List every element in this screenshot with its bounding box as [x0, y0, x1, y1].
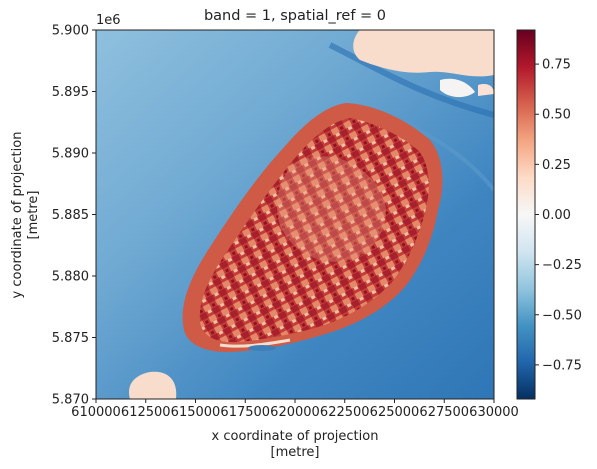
y-tick-label: 5.870: [52, 393, 89, 408]
x-tick-label: 615000: [171, 405, 221, 420]
heatmap-image: [96, 30, 494, 399]
y-axis-title: y coordinate of projection: [10, 132, 25, 299]
x-axis: 610000 612500 615000 617500 620000 622500 6250…: [71, 399, 519, 420]
y-tick-label: 5.890: [52, 147, 89, 162]
x-tick-label: 610000: [71, 405, 121, 420]
colorbar-tick-label: −0.50: [542, 308, 582, 323]
y-tick-label: 5.875: [52, 331, 89, 346]
x-tick-label: 622500: [320, 405, 370, 420]
y-tick-label: 5.885: [52, 208, 89, 223]
colorbar-tick-label: −0.75: [542, 358, 582, 373]
x-tick-label: 625000: [370, 405, 420, 420]
colorbar-tick-label: 0.75: [542, 58, 571, 73]
x-axis-title: x coordinate of projection: [212, 429, 379, 444]
chart-title: band = 1, spatial_ref = 0: [204, 8, 386, 24]
y-tick-label: 5.895: [52, 85, 89, 100]
y-axis: 5.870 5.875 5.880 5.885 5.890 5.895 5.900: [52, 24, 96, 408]
x-tick-label: 630000: [469, 405, 519, 420]
x-tick-label: 627500: [419, 405, 469, 420]
x-tick-label: 617500: [220, 405, 270, 420]
y-tick-label: 5.900: [52, 24, 89, 39]
colorbar-tick-label: 0.00: [542, 208, 571, 223]
colorbar-axis: 0.75 0.50 0.25 0.00 −0.25 −0.50 −0.75: [535, 58, 582, 373]
y-axis-unit: [metre]: [26, 191, 41, 240]
colorbar: [516, 29, 536, 400]
colorbar-tick-label: 0.25: [542, 158, 571, 173]
x-tick-label: 612500: [121, 405, 171, 420]
x-axis-unit: [metre]: [271, 445, 320, 460]
y-offset-label: 1e6: [96, 13, 121, 28]
colorbar-tick-label: −0.25: [542, 258, 582, 273]
colorbar-tick-label: 0.50: [542, 108, 571, 123]
x-tick-label: 620000: [270, 405, 320, 420]
y-tick-label: 5.880: [52, 270, 89, 285]
